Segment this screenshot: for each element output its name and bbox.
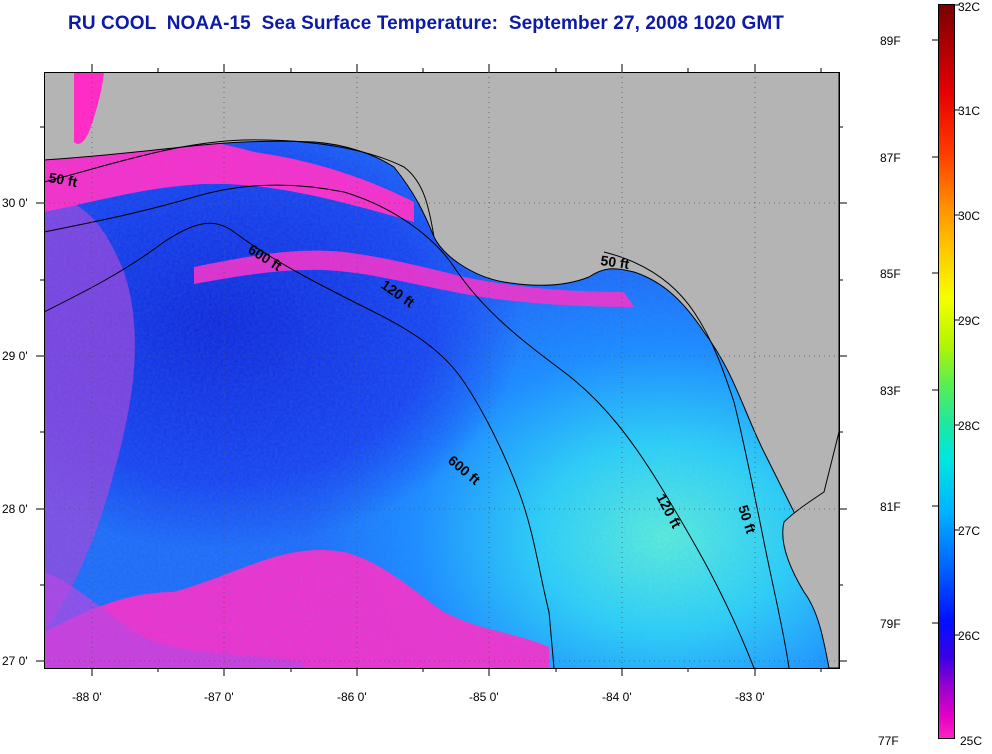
colorbar-celsius-label: 32C <box>958 0 981 14</box>
lat-label: 27 0' <box>2 654 28 668</box>
contour-120ft <box>44 184 755 668</box>
colorbar-fahrenheit-label: 89F <box>880 34 901 48</box>
lon-label: -88 0' <box>72 690 102 704</box>
contour-50ft-west <box>44 139 435 238</box>
lon-label: -85 0' <box>469 690 499 704</box>
temperature-colorbar <box>938 4 955 739</box>
colorbar-celsius-label: 28C <box>958 419 981 433</box>
colorbar-celsius-label: 30C <box>958 209 981 223</box>
contour-label: 50 ft <box>600 252 631 272</box>
colorbar-fahrenheit-label: 79F <box>880 617 901 631</box>
axis-ticks <box>36 64 847 676</box>
mobile-bay <box>74 72 104 144</box>
graticule <box>44 72 839 668</box>
map-title: RU COOL NOAA-15 Sea Surface Temperature:… <box>68 13 784 34</box>
land-florida-alabama <box>44 72 839 517</box>
colorbar-fahrenheit-label: 81F <box>880 500 901 514</box>
colorbar-fahrenheit-label: 87F <box>880 151 901 165</box>
colorbar-celsius-label: 31C <box>958 104 981 118</box>
lon-label: -86 0' <box>337 690 367 704</box>
contour-600ft <box>44 222 555 668</box>
sst-map-graphic: 50 ft 600 ft 120 ft 50 ft 600 ft 120 ft … <box>44 72 839 668</box>
land-peninsula <box>782 431 839 668</box>
sst-map: 50 ft 600 ft 120 ft 50 ft 600 ft 120 ft … <box>44 72 839 668</box>
lon-label: -83 0' <box>735 690 765 704</box>
colorbar-celsius-label: 25C <box>960 734 983 748</box>
lon-label: -87 0' <box>204 690 234 704</box>
colorbar-fahrenheit-label: 85F <box>880 267 901 281</box>
lat-label: 30 0' <box>2 196 28 210</box>
colorbar-celsius-label: 27C <box>958 524 981 538</box>
colorbar-fahrenheit-label: 77F <box>878 734 899 748</box>
colorbar-celsius-label: 29C <box>958 314 981 328</box>
lat-label: 28 0' <box>2 502 28 516</box>
map-border <box>44 72 840 669</box>
contour-50ft-east <box>603 251 790 668</box>
lon-label: -84 0' <box>602 690 632 704</box>
lat-label: 29 0' <box>2 349 28 363</box>
colorbar-fahrenheit-label: 83F <box>880 384 901 398</box>
colorbar-celsius-label: 26C <box>958 629 981 643</box>
contour-label: 50 ft <box>47 169 78 190</box>
